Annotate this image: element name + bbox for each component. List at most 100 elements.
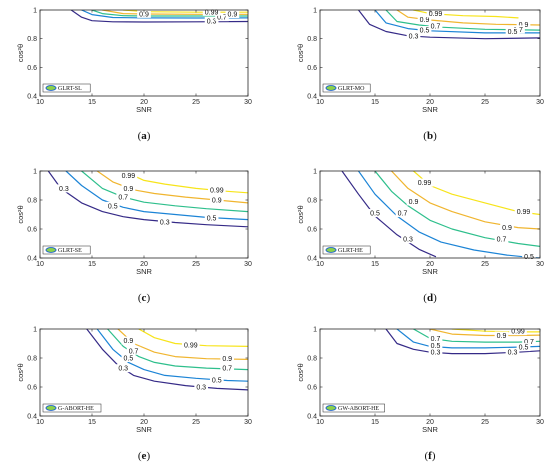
panel-e-contour-label-bg — [121, 354, 136, 362]
panel-f-contour-label-bg — [516, 343, 531, 352]
chart-panel-f: 0.30.50.7 0.90.990.70.50.310 15 20 25 300.40.… — [296, 327, 544, 463]
panel-e-caption: (e) — [138, 450, 151, 462]
chart-panel-d: 0.50.30.70.90.990.990.90.70.510 15 20 25 300… — [296, 169, 544, 305]
panel-b-contour-label: 0.5 — [420, 28, 430, 35]
panel-a-contour-label-bg — [137, 9, 151, 18]
panel-a-contour-label: 0.7 — [217, 15, 227, 22]
panel-e-y-axis-label: cos²θ — [16, 363, 25, 381]
panel-c-x-tick-label: 20 — [140, 261, 148, 268]
panel-e-plot-area — [40, 329, 248, 416]
panel-e-contour-label-bg — [116, 364, 131, 373]
panel-d-contour-label-bg — [406, 197, 421, 206]
panel-e-contour-label-bg — [121, 336, 136, 345]
panel-e-y-tick-label: 1 — [33, 327, 37, 334]
panel-b-contour-label-bg — [417, 15, 432, 24]
panel-f-y-axis-label: cos²θ — [296, 363, 305, 381]
panel-f-y-tick-label: 1 — [313, 327, 317, 334]
panel-d-y-tick-label: 0.4 — [307, 256, 317, 263]
panel-e-contour-label-bg — [220, 364, 235, 373]
panel-e-contour-label: 0.7 — [222, 366, 232, 373]
panel-b-x-axis-label: SNR — [422, 105, 438, 114]
panel-b-contour-label-bg — [505, 27, 520, 36]
panel-a-caption: (a) — [138, 130, 151, 142]
panel-c-contour-label: 0.3 — [160, 219, 170, 226]
panel-e-x-tick-label: 15 — [88, 419, 96, 426]
panel-d-contour-label: 0.99 — [418, 180, 432, 187]
chart-panel-b: 0.30.50.70.90.990.90.70.510152025300.40.… — [296, 8, 544, 143]
panel-c-contour-line-0_99 — [122, 171, 248, 194]
panel-d-contour-line-0_7 — [374, 171, 540, 247]
panel-a-contour-label: 0.9 — [139, 11, 149, 18]
panel-f-y-tick-label: 0.8 — [307, 356, 317, 363]
panel-b-x-tick-label: 25 — [481, 99, 489, 106]
panel-e-legend-swatch-icon — [45, 405, 57, 411]
panel-c-contour-label-bg — [157, 217, 172, 226]
panel-f-x-tick-label: 30 — [536, 419, 544, 426]
panel-d-contour-label: 0.7 — [497, 237, 507, 244]
panel-d-contour-label-bg — [368, 209, 382, 218]
panel-c-legend-box — [42, 245, 91, 255]
panel-d-x-tick-label: 30 — [536, 261, 544, 268]
panel-a-contour-label-bg — [204, 16, 219, 25]
panel-c-contour-label-bg — [105, 201, 120, 210]
panel-d-contour-line-0_5 — [357, 171, 540, 258]
panel-c-contour-label: 0.9 — [124, 186, 134, 193]
panel-f-x-tick-label: 20 — [426, 419, 434, 426]
panel-a-x-tick-label: 10 — [36, 99, 44, 106]
panel-f-contour-label-bg — [505, 348, 520, 357]
panel-f-legend-box — [322, 403, 385, 413]
panel-c-caption: (c) — [138, 292, 151, 304]
panel-c-contour-label: 0.9 — [212, 198, 222, 205]
panel-f-contour-label-bg — [494, 331, 509, 340]
panel-e-contour-label-bg — [126, 346, 141, 355]
panel-d-contour-label: 0.9 — [409, 199, 419, 206]
panel-a-contour-line-0_99 — [122, 10, 248, 13]
panel-b-y-tick-label: 1 — [313, 8, 317, 15]
panel-e-y-tick-label: 0.6 — [27, 385, 37, 392]
panel-e-contour-label: 0.5 — [124, 356, 134, 363]
panel-b-y-tick-label: 0.8 — [307, 36, 317, 43]
panel-f-caption: (f) — [424, 450, 435, 462]
panel-b-contour-label: 0.99 — [429, 11, 443, 18]
panel-c-contour-label: 0.5 — [108, 203, 118, 210]
chart-panel-e: 0.30.50.70.90.990.90.70.50.310 15 20 25 300.… — [16, 327, 252, 463]
panel-e-x-tick-label: 10 — [36, 419, 44, 426]
panel-c-legend-swatch-icon — [45, 247, 57, 253]
panel-d-contour-line-0_3 — [341, 171, 437, 258]
panel-a-contour-label: 0.99 — [205, 9, 219, 16]
panel-d-legend-label: GLRT-HE — [338, 248, 363, 254]
panel-a-legend-label: GLRT-SL — [58, 86, 82, 92]
panel-a-y-axis-label: cos²θ — [16, 44, 25, 62]
panel-f-contour-label: 0.7 — [524, 339, 534, 346]
panel-b-contour-line-0_9 — [396, 10, 540, 26]
panel-e-contour-label: 0.5 — [212, 377, 222, 384]
panel-d-contour-label-bg — [401, 235, 415, 244]
panel-d-contour-label-bg — [415, 178, 434, 187]
panel-a-contour-line-0_3 — [70, 10, 248, 23]
panel-c-contour-label-bg — [121, 184, 136, 193]
panel-a-contour-label: 0.9 — [228, 12, 238, 19]
panel-f-y-tick-label: 0.4 — [307, 414, 317, 421]
panel-d-contour-label: 0.9 — [502, 225, 512, 232]
panel-d-contour-line-0_9 — [390, 171, 540, 230]
panel-b-x-tick-label: 15 — [371, 99, 379, 106]
panel-c-contour-line-0_7 — [80, 171, 248, 213]
panel-c-y-tick-label: 1 — [33, 169, 37, 176]
panel-a-legend-box — [42, 83, 91, 93]
panel-e-contour-label: 0.3 — [196, 385, 206, 392]
panel-c-y-axis-label: cos²θ — [16, 205, 25, 223]
panel-e-contour-label-bg — [182, 340, 200, 349]
panel-b-y-axis-label: cos²θ — [296, 44, 305, 62]
panel-e-contour-label-bg — [220, 354, 235, 363]
panel-f-x-tick-label: 10 — [316, 419, 324, 426]
panel-f-y-tick-label: 0.6 — [307, 385, 317, 392]
panel-a-contour-label: 0.3 — [207, 18, 217, 25]
panel-e-contour-label: 0.9 — [124, 338, 134, 345]
panel-d-contour-label: 0.99 — [517, 209, 531, 216]
panel-f-legend-swatch-icon — [325, 405, 337, 411]
panel-c-y-tick-label: 0.8 — [27, 198, 37, 205]
panel-c-y-tick-label: 0.6 — [27, 227, 37, 234]
panel-f-x-tick-label: 25 — [481, 419, 489, 426]
